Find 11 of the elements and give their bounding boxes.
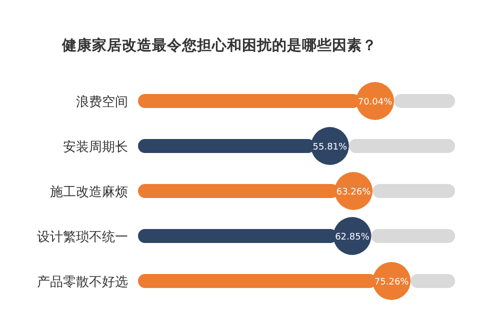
chart-title: 健康家居改造最令您担心和困扰的是哪些因素？ xyxy=(61,36,377,54)
y-tick-label: 产品零散不好选 xyxy=(37,275,128,290)
y-tick-label: 设计繁琐不统一 xyxy=(37,230,128,245)
y-tick-label: 施工改造麻烦 xyxy=(50,185,128,200)
data-label: 63.26% xyxy=(336,188,372,198)
y-tick-label: 安装周期长 xyxy=(63,139,128,155)
y-tick-label: 浪费空间 xyxy=(76,94,128,110)
data-label: 55.81% xyxy=(312,142,348,152)
data-label: 75.26% xyxy=(374,278,410,288)
data-label: 70.04% xyxy=(358,98,393,108)
data-label: 62.85% xyxy=(335,232,370,242)
